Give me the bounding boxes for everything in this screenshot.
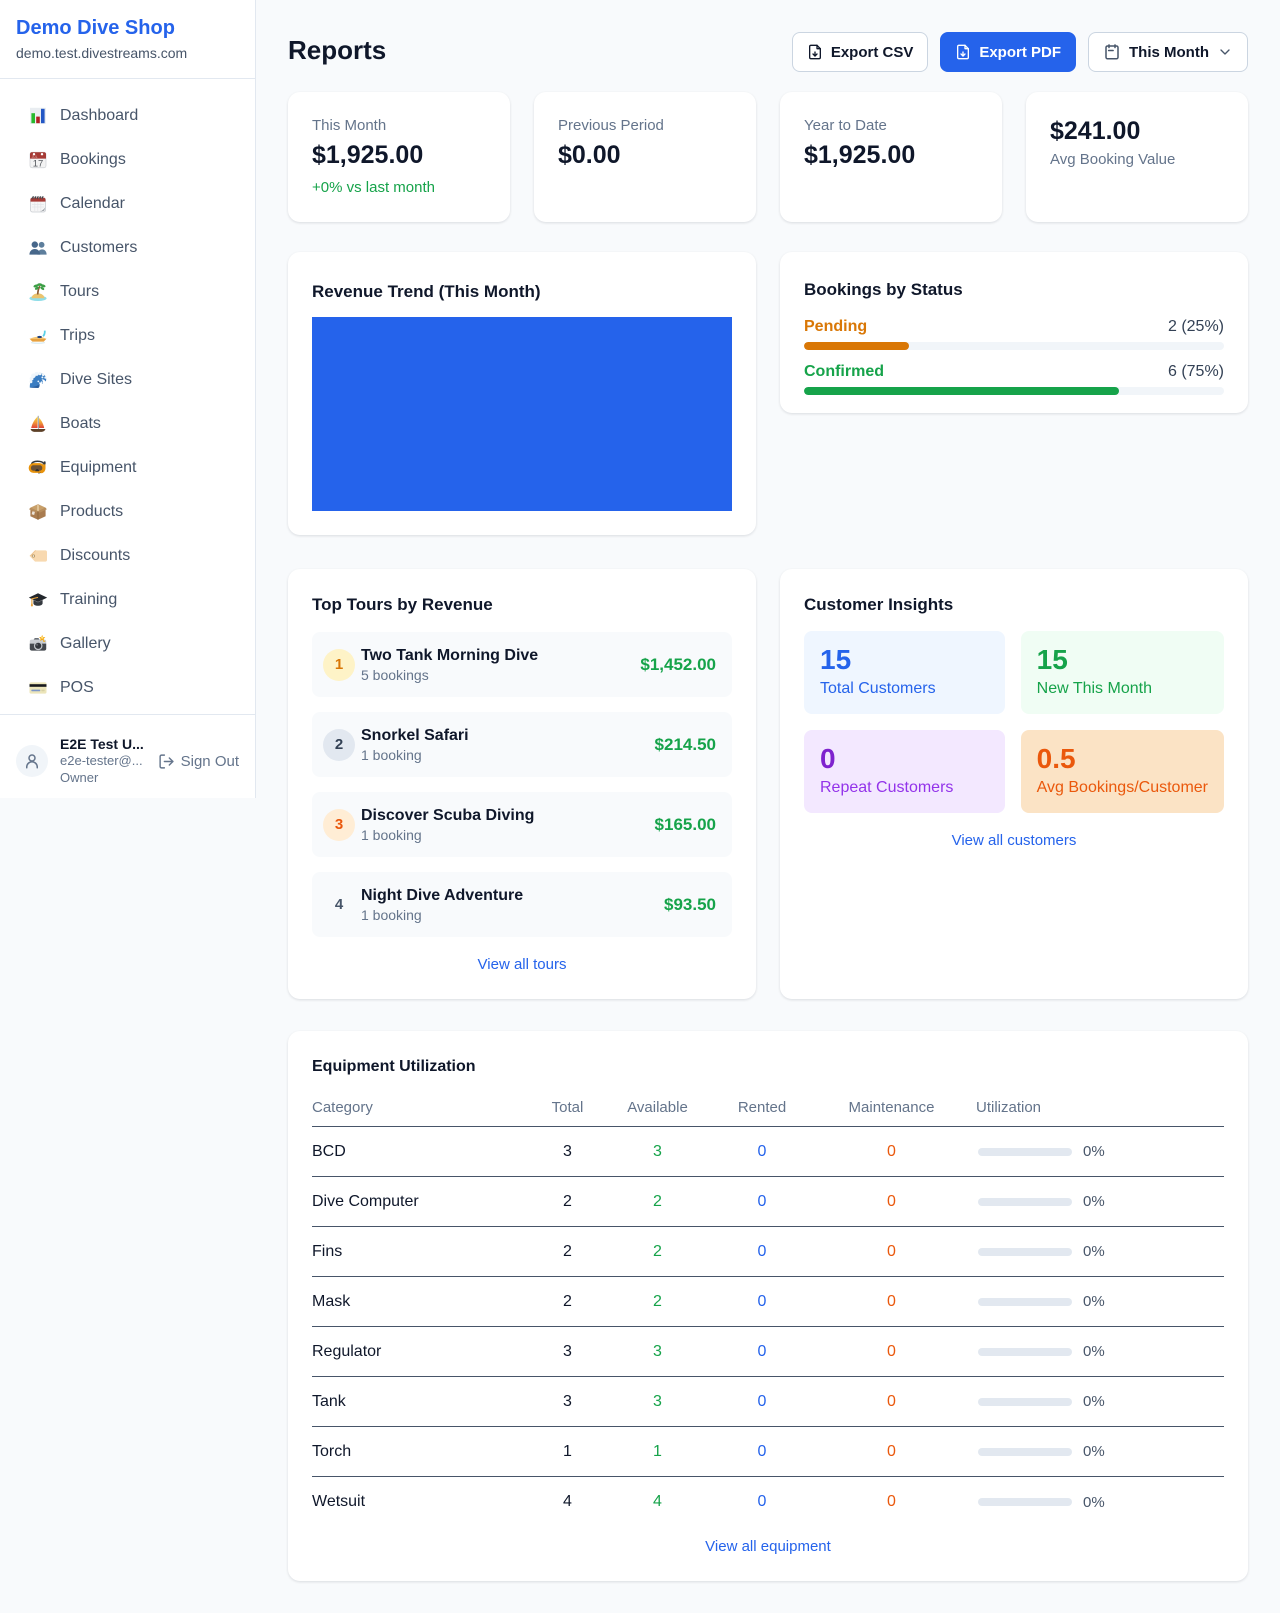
svg-text:17: 17 xyxy=(33,158,44,169)
